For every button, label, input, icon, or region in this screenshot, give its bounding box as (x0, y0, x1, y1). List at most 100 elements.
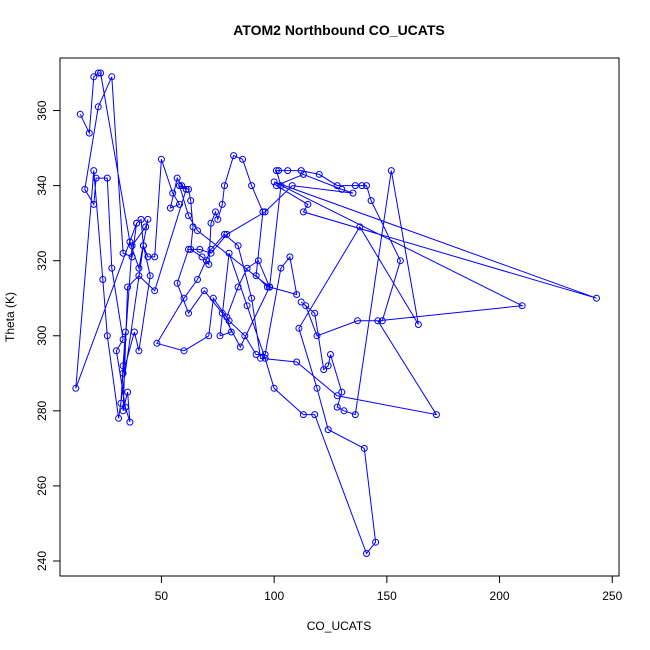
data-point (151, 287, 159, 295)
data-point (112, 347, 120, 355)
data-point (230, 152, 238, 160)
data-point (593, 294, 600, 302)
data-point (295, 324, 303, 332)
data-point (367, 197, 375, 205)
data-point (103, 174, 111, 182)
data-point (221, 182, 228, 190)
data-point (227, 328, 235, 336)
x-tick-label: 200 (490, 589, 510, 603)
data-point (374, 317, 382, 325)
data-point (124, 388, 132, 396)
data-point (252, 272, 260, 280)
data-point (207, 245, 215, 253)
data-point (85, 129, 93, 137)
data-point (119, 369, 127, 377)
y-tick-label: 300 (35, 325, 49, 345)
data-point (119, 336, 127, 343)
data-point (185, 309, 192, 317)
data-point (108, 264, 116, 272)
data-point (266, 283, 274, 291)
data-point (119, 249, 127, 257)
data-point (189, 223, 197, 231)
y-tick-label: 280 (35, 401, 49, 421)
data-point (178, 182, 186, 190)
data-point (272, 167, 280, 175)
data-point (270, 384, 278, 392)
data-point (185, 185, 192, 193)
series-lines (75, 72, 597, 555)
data-point (293, 358, 301, 366)
data-point (387, 167, 395, 175)
data-point (121, 328, 129, 336)
data-point (234, 283, 242, 291)
data-point (277, 264, 285, 272)
data-point (157, 155, 165, 163)
data-point (205, 260, 213, 268)
data-point (223, 313, 231, 321)
data-point (277, 182, 285, 190)
data-point (259, 208, 267, 216)
data-point (182, 185, 190, 193)
data-point (363, 182, 370, 190)
data-point (432, 411, 440, 419)
x-axis: 50 100 150 200 250 (155, 576, 623, 603)
data-point (209, 294, 217, 302)
data-point (128, 242, 136, 250)
plot-frame (59, 57, 620, 577)
data-point (297, 298, 305, 306)
data-point (207, 219, 215, 227)
data-point (236, 343, 244, 351)
data-point (90, 167, 98, 175)
data-point (176, 182, 183, 190)
data-point (126, 418, 134, 426)
data-point (205, 332, 213, 340)
data-point (185, 212, 192, 220)
data-point (311, 411, 319, 419)
series-points (72, 69, 600, 557)
data-point (146, 272, 154, 280)
data-point (293, 291, 301, 298)
data-point (414, 321, 422, 328)
data-point (257, 354, 265, 362)
data-point (180, 294, 188, 302)
data-point (103, 332, 111, 340)
data-point (121, 403, 129, 411)
data-point (304, 200, 312, 208)
data-point (216, 332, 224, 340)
data-point (124, 283, 132, 291)
data-point (225, 249, 233, 257)
data-point (360, 444, 368, 452)
x-axis-label: CO_UCATS (307, 619, 371, 633)
x-tick-label: 50 (155, 589, 169, 603)
x-tick-label: 250 (602, 589, 622, 603)
data-point (284, 167, 292, 175)
data-point (135, 264, 143, 272)
data-point (221, 230, 228, 238)
data-point (81, 185, 89, 193)
data-point (198, 253, 206, 261)
data-point (194, 276, 201, 283)
data-point (137, 215, 145, 223)
data-point (358, 182, 366, 190)
data-point (299, 208, 307, 216)
data-point (97, 69, 105, 77)
data-point (311, 309, 319, 317)
y-axis: 240 260 280 300 320 340 360 (35, 100, 60, 571)
data-point (340, 407, 348, 415)
data-point (142, 223, 150, 231)
data-point (223, 230, 231, 238)
data-point (214, 215, 222, 223)
series-line (75, 72, 597, 555)
data-point (173, 279, 181, 287)
data-point (378, 317, 386, 325)
data-point (252, 351, 260, 358)
data-point (254, 257, 262, 265)
data-point (324, 362, 332, 370)
y-tick-label: 260 (35, 476, 49, 496)
data-point (313, 332, 321, 340)
data-point (333, 392, 341, 400)
data-point (135, 347, 143, 355)
y-tick-label: 340 (35, 175, 49, 195)
data-point (234, 242, 242, 250)
